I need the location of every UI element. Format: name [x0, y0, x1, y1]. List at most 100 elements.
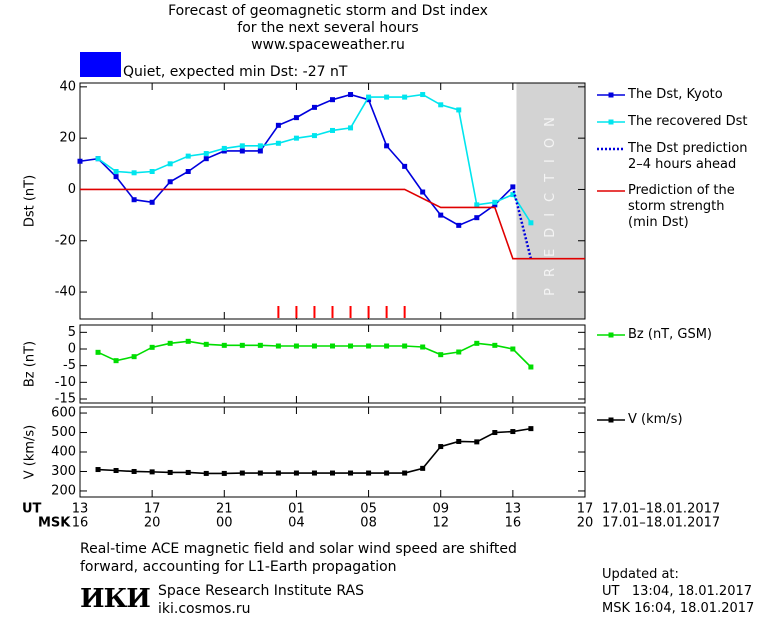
y-tick-label: 40 — [59, 79, 76, 94]
data-point — [366, 470, 372, 476]
data-point — [293, 470, 299, 476]
footnote: Real-time ACE magnetic field and solar w… — [80, 541, 517, 575]
y-tick-label: 400 — [51, 445, 76, 460]
y-tick-label: 200 — [51, 483, 76, 498]
y-tick-label: -15 — [55, 392, 76, 407]
series-line — [97, 427, 532, 475]
data-point — [113, 468, 119, 474]
data-point — [456, 438, 462, 444]
data-point — [330, 97, 335, 103]
legend-label: The Dst, Kyoto — [628, 87, 723, 102]
data-point — [239, 342, 245, 348]
data-point — [257, 342, 263, 348]
data-point — [239, 148, 245, 154]
y-tick-label: 0 — [68, 342, 76, 357]
data-point — [275, 140, 281, 146]
data-point — [77, 158, 83, 164]
data-point — [113, 169, 119, 174]
y-tick-label: -40 — [55, 285, 76, 300]
y-axis-label: V (km/s) — [23, 425, 38, 480]
data-point — [492, 199, 498, 205]
data-point — [257, 470, 263, 476]
data-point — [348, 92, 354, 98]
data-point — [420, 92, 426, 98]
status-text: Quiet, expected min Dst: -27 nT — [123, 64, 348, 80]
data-point — [257, 143, 263, 149]
data-point — [185, 469, 191, 475]
data-point — [167, 179, 173, 185]
data-point — [95, 349, 101, 355]
data-point — [185, 169, 191, 174]
data-point — [203, 470, 209, 476]
y-tick-label: 0 — [68, 182, 76, 197]
data-point — [275, 343, 281, 349]
data-point — [492, 342, 498, 348]
data-point — [293, 343, 299, 349]
data-point — [402, 94, 408, 100]
y-axis-label: Bz (nT) — [23, 341, 38, 387]
data-point — [131, 170, 137, 176]
x-tick-label-msk: 20 — [577, 516, 594, 531]
y-tick-label: -10 — [55, 375, 76, 390]
data-point — [510, 429, 516, 435]
msk-label: MSK — [38, 516, 71, 531]
legend-label: The Dst prediction 2–4 hours ahead — [628, 141, 748, 172]
data-point — [149, 199, 155, 205]
x-tick-label: 13 — [505, 502, 522, 517]
data-point — [492, 202, 498, 208]
data-point — [348, 470, 354, 476]
x-tick-label: 09 — [432, 502, 449, 517]
plot-frame — [79, 82, 586, 320]
data-point — [293, 115, 299, 121]
data-point — [402, 163, 408, 169]
data-point — [384, 470, 390, 476]
x-tick-label: 17 — [144, 502, 161, 517]
data-point — [438, 102, 444, 108]
x-tick-label-msk: 16 — [505, 516, 522, 531]
data-point — [384, 94, 390, 100]
data-point — [185, 153, 191, 159]
legend-label: V (km/s) — [628, 412, 683, 427]
data-point — [311, 133, 317, 139]
data-point — [474, 439, 480, 445]
ut-label: UT — [22, 502, 42, 517]
data-point — [384, 143, 390, 149]
data-point — [167, 340, 173, 346]
data-point — [456, 222, 462, 228]
data-point — [257, 148, 263, 154]
data-point — [474, 202, 480, 208]
data-point — [456, 349, 462, 355]
legend-marker — [608, 92, 614, 98]
data-point — [113, 174, 119, 180]
data-point — [311, 104, 317, 110]
status-badge — [80, 52, 121, 77]
legend-label: The recovered Dst — [628, 114, 748, 129]
y-tick-label: 600 — [51, 406, 76, 421]
y-axis-label: Dst (nT) — [23, 175, 38, 227]
logo: ИКИ — [80, 584, 151, 614]
data-point — [275, 122, 281, 128]
data-point — [474, 215, 480, 221]
data-point — [366, 97, 372, 103]
data-point — [167, 469, 173, 475]
data-point — [384, 343, 390, 349]
legend-label: Prediction of the storm strength (min Ds… — [628, 183, 735, 230]
y-tick-label: -5 — [63, 358, 76, 373]
institute-url: iki.cosmos.ru — [158, 601, 251, 617]
x-tick-label-msk: 00 — [216, 516, 233, 531]
x-tick-label: 21 — [216, 502, 233, 517]
prediction-zone — [516, 83, 585, 319]
x-tick-label-msk: 04 — [288, 516, 305, 531]
legend-marker — [608, 119, 614, 125]
y-tick-label: 500 — [51, 425, 76, 440]
data-point — [420, 344, 426, 350]
updated-title: Updated at: — [602, 567, 679, 582]
data-point — [167, 161, 173, 167]
y-tick-label: 300 — [51, 464, 76, 479]
y-tick-label: 5 — [68, 325, 76, 340]
data-point — [311, 343, 317, 349]
x-tick-label: 01 — [288, 502, 305, 517]
data-point — [203, 151, 209, 157]
data-point — [221, 342, 227, 348]
